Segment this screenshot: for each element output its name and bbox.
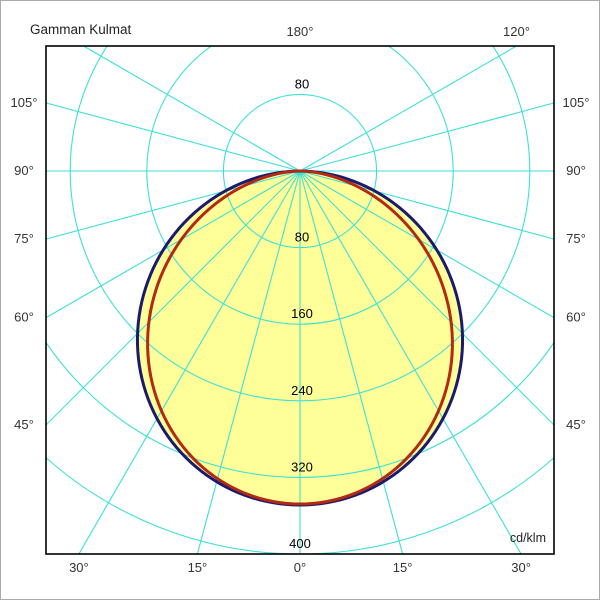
svg-text:45°: 45° bbox=[566, 417, 586, 432]
svg-text:15°: 15° bbox=[393, 560, 413, 575]
svg-text:320: 320 bbox=[291, 459, 313, 474]
svg-text:180°: 180° bbox=[287, 24, 314, 39]
svg-text:120°: 120° bbox=[503, 24, 530, 39]
svg-text:60°: 60° bbox=[566, 310, 586, 325]
svg-text:15°: 15° bbox=[188, 560, 208, 575]
svg-text:80: 80 bbox=[295, 230, 309, 245]
svg-text:105°: 105° bbox=[11, 95, 38, 110]
svg-text:75°: 75° bbox=[14, 231, 34, 246]
svg-text:30°: 30° bbox=[511, 560, 531, 575]
svg-text:Gamman Kulmat: Gamman Kulmat bbox=[30, 22, 132, 37]
svg-text:60°: 60° bbox=[14, 310, 34, 325]
svg-text:105°: 105° bbox=[563, 95, 590, 110]
svg-text:0°: 0° bbox=[294, 560, 306, 575]
svg-text:90°: 90° bbox=[566, 163, 586, 178]
svg-text:80: 80 bbox=[295, 76, 309, 91]
svg-text:30°: 30° bbox=[69, 560, 89, 575]
svg-text:75°: 75° bbox=[566, 231, 586, 246]
svg-text:400: 400 bbox=[289, 536, 311, 551]
svg-text:240: 240 bbox=[291, 383, 313, 398]
svg-text:160: 160 bbox=[291, 306, 313, 321]
svg-text:cd/klm: cd/klm bbox=[510, 531, 546, 545]
svg-text:90°: 90° bbox=[14, 163, 34, 178]
svg-text:45°: 45° bbox=[14, 417, 34, 432]
